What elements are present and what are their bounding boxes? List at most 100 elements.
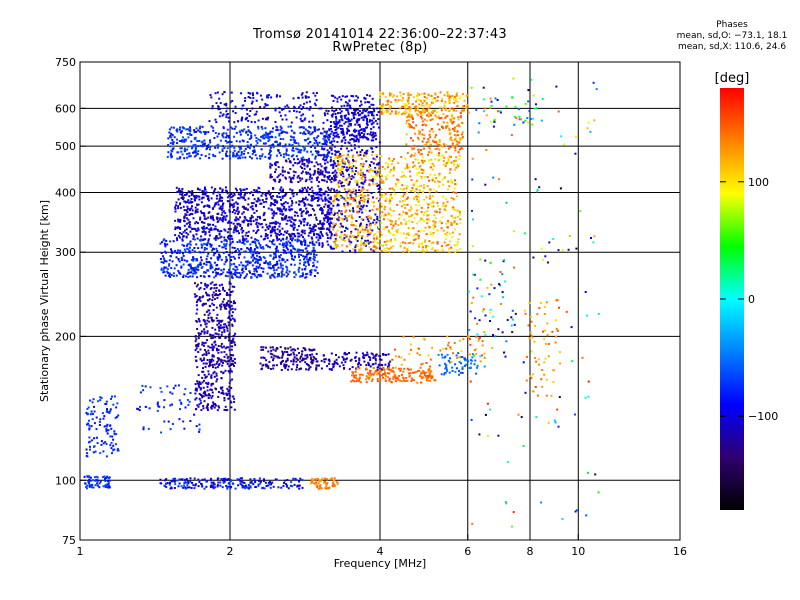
echo-point — [450, 179, 452, 182]
echo-point — [321, 234, 324, 237]
echo-point — [273, 229, 276, 232]
echo-point — [202, 238, 205, 241]
echo-point — [404, 157, 407, 160]
echo-point — [409, 343, 412, 346]
echo-point — [221, 246, 224, 249]
echo-point — [439, 144, 442, 147]
echo-point — [306, 244, 309, 247]
echo-point — [273, 276, 276, 279]
echo-point — [226, 231, 229, 234]
echo-point — [194, 483, 197, 486]
echo-point — [166, 270, 169, 273]
echo-point — [368, 209, 371, 212]
echo-point — [356, 228, 359, 231]
echo-point — [142, 389, 145, 392]
echo-point — [360, 177, 363, 180]
echo-point — [215, 202, 217, 205]
echo-point — [352, 372, 354, 375]
echo-point — [222, 202, 225, 205]
echo-point — [94, 479, 97, 482]
echo-point — [422, 337, 425, 340]
echo-point — [213, 284, 216, 286]
echo-point — [276, 161, 279, 164]
echo-point — [205, 217, 208, 220]
echo-point — [349, 359, 352, 362]
echo-point — [313, 213, 316, 216]
echo-point — [334, 195, 337, 198]
echo-point — [98, 420, 101, 423]
echo-point — [376, 380, 379, 383]
echo-point — [186, 399, 189, 401]
echo-point — [241, 264, 244, 267]
echo-point — [255, 258, 257, 261]
echo-point — [355, 189, 357, 192]
echo-point — [374, 370, 377, 373]
echo-point — [185, 222, 188, 225]
echo-point — [320, 188, 323, 191]
echo-point — [375, 154, 378, 156]
echo-point — [264, 235, 267, 238]
echo-point — [425, 233, 428, 236]
echo-point — [412, 165, 414, 168]
echo-point — [235, 209, 238, 212]
echo-point — [228, 485, 230, 488]
echo-point — [200, 235, 203, 238]
echo-point — [344, 199, 347, 202]
echo-point — [443, 156, 446, 159]
echo-point — [205, 480, 208, 483]
echo-point — [323, 159, 326, 162]
echo-point — [265, 223, 268, 226]
echo-point — [232, 222, 235, 225]
echo-point — [193, 250, 196, 253]
echo-point — [226, 192, 229, 195]
echo-point — [353, 111, 356, 114]
echo-point — [258, 191, 261, 193]
echo-point — [179, 147, 182, 150]
echo-point — [455, 354, 458, 357]
echo-point — [230, 221, 233, 224]
echo-point — [195, 359, 198, 362]
echo-point — [200, 259, 203, 262]
echo-point — [276, 221, 279, 224]
echo-point — [224, 229, 227, 232]
echo-point — [276, 207, 279, 210]
echo-point — [417, 151, 420, 154]
echo-point — [99, 396, 102, 399]
echo-point — [228, 220, 231, 223]
echo-point — [270, 356, 273, 359]
echo-point — [204, 323, 207, 326]
echo-point — [211, 334, 214, 337]
echo-point — [284, 215, 287, 218]
echo-point — [336, 150, 339, 153]
echo-point — [446, 124, 449, 127]
echo-point — [375, 241, 378, 244]
echo-point — [244, 239, 247, 242]
echo-point — [243, 150, 246, 152]
echo-point — [329, 237, 332, 240]
echo-point — [288, 205, 291, 208]
echo-point — [220, 370, 223, 373]
echo-point — [234, 332, 237, 335]
echo-point — [160, 261, 163, 264]
echo-point — [410, 145, 413, 148]
echo-point — [296, 238, 299, 241]
echo-point — [449, 146, 452, 149]
echo-point — [242, 481, 245, 484]
echo-point — [423, 220, 426, 223]
echo-point — [224, 323, 227, 326]
echo-point — [243, 486, 246, 489]
echo-point — [211, 215, 214, 218]
echo-point — [321, 477, 324, 480]
echo-point — [428, 219, 431, 221]
echo-point — [203, 332, 206, 335]
echo-point — [215, 293, 217, 296]
echo-point — [326, 180, 328, 183]
echo-point — [455, 134, 458, 137]
echo-point — [429, 358, 432, 361]
echo-point — [351, 156, 354, 159]
echo-point — [256, 251, 259, 254]
echo-point — [216, 293, 219, 296]
echo-point — [296, 214, 299, 217]
echo-point — [252, 208, 255, 211]
echo-point — [224, 186, 227, 189]
